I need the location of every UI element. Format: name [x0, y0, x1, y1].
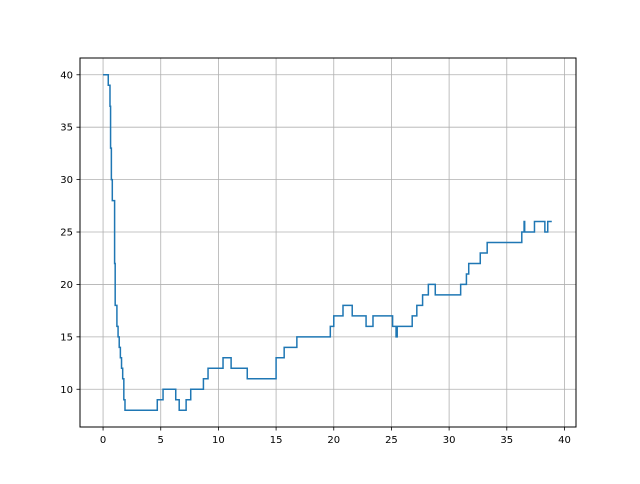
x-tick-label: 30: [443, 435, 456, 446]
y-tick-label: 35: [60, 123, 73, 134]
series-line: [103, 74, 552, 411]
x-tick-label: 35: [500, 435, 513, 446]
y-tick-label: 15: [60, 332, 73, 343]
x-tick-label: 0: [100, 435, 106, 446]
x-tick-label: 15: [270, 435, 283, 446]
y-tick-label: 30: [60, 175, 73, 186]
y-tick-label: 10: [60, 385, 73, 396]
x-tick-label: 5: [158, 435, 164, 446]
x-tick-label: 10: [212, 435, 225, 446]
plot-area-frame: [79, 57, 577, 428]
x-axis: 0 5 10 15 20 25 30 35 40: [100, 427, 571, 446]
x-tick-label: 25: [385, 435, 398, 446]
x-tick-label: 20: [327, 435, 340, 446]
series-lines: [103, 74, 552, 411]
x-tick-label: 40: [558, 435, 571, 446]
y-tick-label: 40: [60, 70, 73, 81]
y-tick-label: 25: [60, 228, 73, 239]
y-axis: 10 15 20 25 30 35 40: [60, 70, 80, 396]
y-tick-label: 20: [60, 280, 73, 291]
